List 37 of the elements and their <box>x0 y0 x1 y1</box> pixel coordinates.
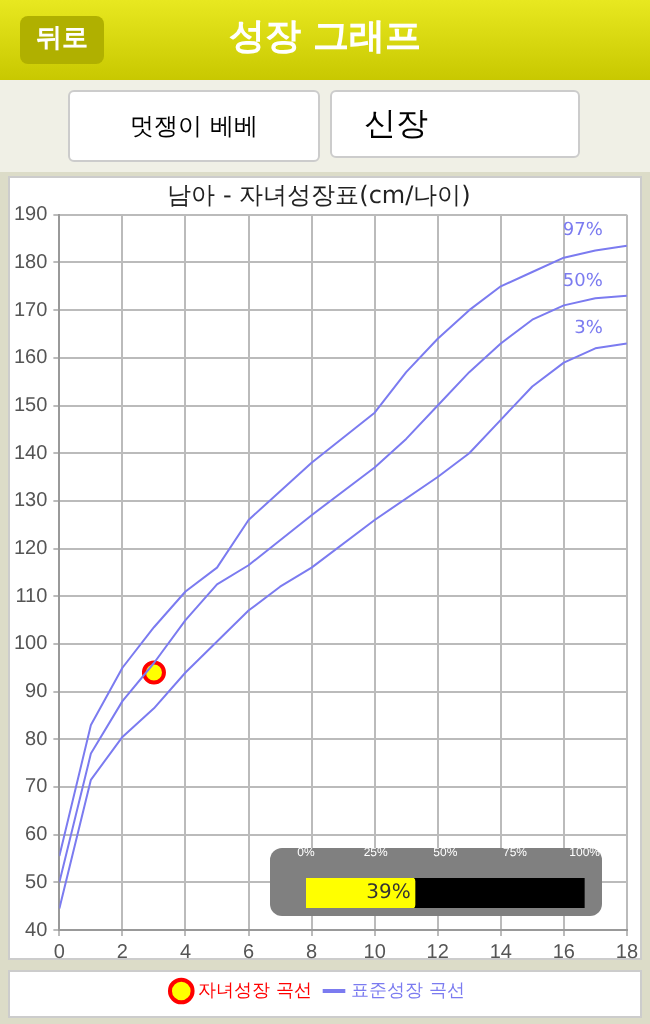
y-tick-label: 130 <box>13 490 49 513</box>
series-label: 97% <box>562 221 604 242</box>
y-tick-label: 190 <box>13 204 49 227</box>
x-tick-label: 12 <box>426 941 450 964</box>
data-label: 39% <box>366 882 411 905</box>
y-tick-label: 100 <box>13 633 49 656</box>
y-tick-label: 140 <box>13 442 49 465</box>
y-tick-label: 160 <box>13 347 49 370</box>
y-tick-label: 70 <box>25 776 49 799</box>
y-tick-label: 180 <box>13 251 49 274</box>
x-tick-label: 18 <box>615 941 639 964</box>
y-tick-label: 110 <box>15 585 49 608</box>
x-tick-label: 4 <box>179 941 192 964</box>
series-label: 50% <box>562 271 604 292</box>
x-tick-label: 10 <box>363 941 387 964</box>
text: 뒤로 <box>20 16 104 64</box>
y-tick-label: 80 <box>25 728 49 751</box>
chart-title: 남아 - 자녀성장표(cm/나이) <box>167 180 471 209</box>
x-tick-label: 8 <box>306 941 319 964</box>
y-tick-label: 60 <box>25 824 49 847</box>
x-tick-label: 0 <box>53 941 66 964</box>
x-tick-label: 2 <box>116 941 129 964</box>
text: 성장 그래프 <box>226 14 424 60</box>
x-tick-label: 6 <box>242 941 255 964</box>
x-tick-label: 14 <box>489 941 513 964</box>
series-label: 3% <box>574 319 604 340</box>
text: 신장 <box>330 90 580 158</box>
y-tick-label: 170 <box>13 299 49 322</box>
y-tick-label: 40 <box>25 919 49 942</box>
text: 멋쟁이 베베 <box>68 90 320 162</box>
x-tick-label: 16 <box>552 941 576 964</box>
y-tick-label: 120 <box>13 538 49 561</box>
legend-label: 자녀성장 곡선 <box>198 981 313 1002</box>
y-tick-label: 90 <box>25 681 49 704</box>
y-tick-label: 50 <box>25 871 49 894</box>
y-tick-label: 150 <box>13 395 49 418</box>
legend-title: 표준성장 곡선 <box>351 981 465 1002</box>
